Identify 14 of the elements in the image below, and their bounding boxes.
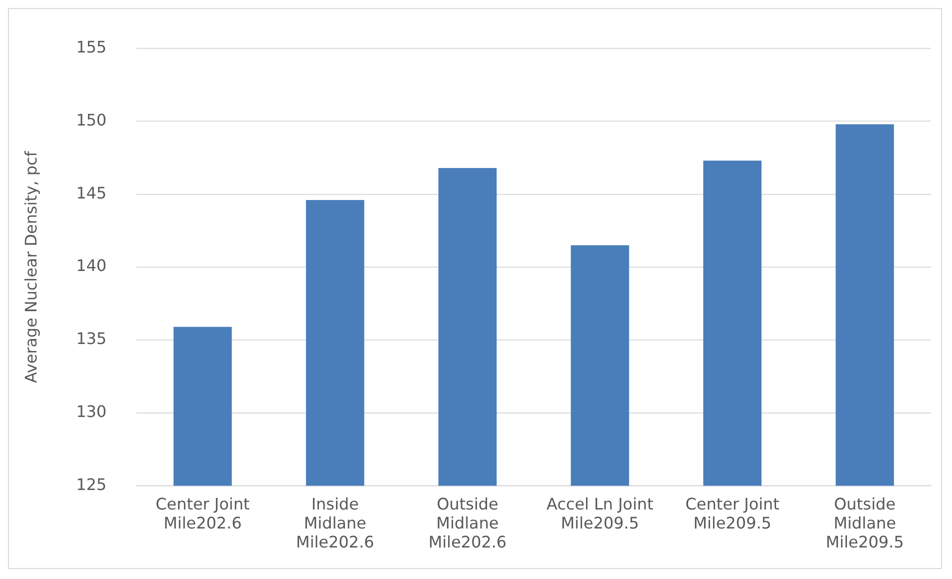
y-tick-label: 130 (76, 402, 107, 421)
y-tick-label: 135 (76, 329, 107, 348)
x-tick-label: Center Joint Mile202.6 (156, 494, 250, 532)
x-tick-label: Inside Midlane Mile202.6 (296, 494, 374, 552)
y-tick-label: 125 (76, 474, 107, 494)
y-tick-label: 150 (76, 110, 107, 130)
y-axis-title: Average Nuclear Density, pcf (22, 150, 41, 384)
x-tick-label: Outside Midlane Mile209.5 (826, 494, 904, 552)
y-tick-label: 140 (76, 256, 107, 276)
y-tick-label: 155 (76, 38, 107, 57)
x-tick-label: Accel Ln Joint Mile209.5 (546, 494, 654, 532)
y-tick-label: 145 (76, 183, 107, 202)
x-tick-label: Center Joint Mile209.5 (685, 494, 780, 532)
x-tick-label: Outside Midlane Mile202.6 (428, 494, 507, 552)
